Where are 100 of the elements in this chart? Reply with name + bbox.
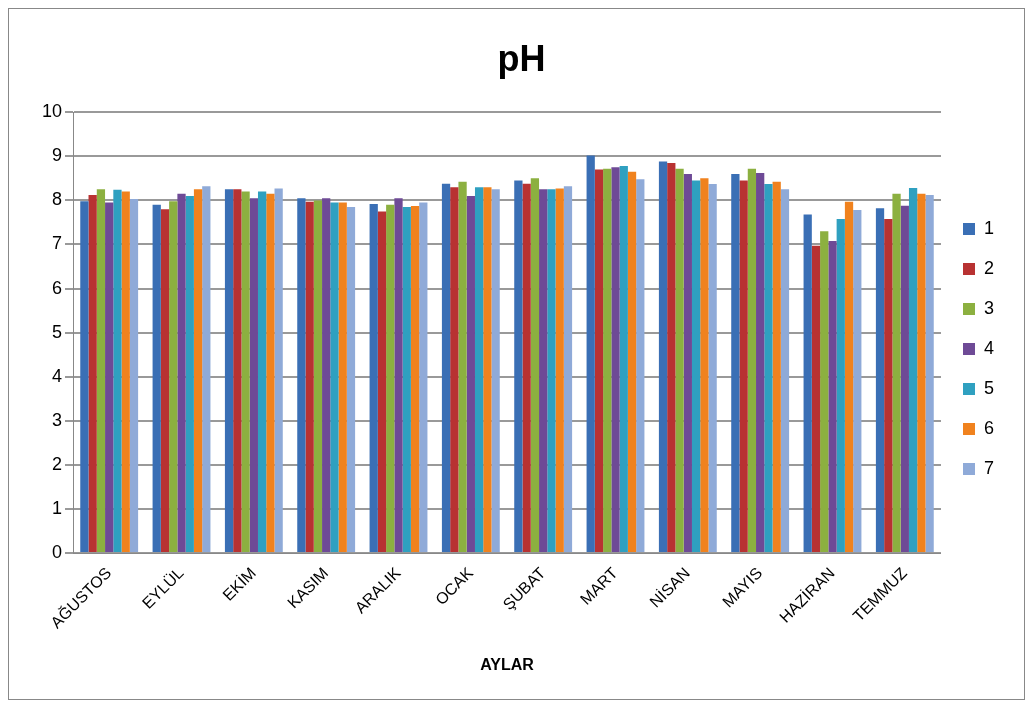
bar [539,189,548,553]
bar [700,178,709,553]
y-tick-label: 4 [52,365,63,386]
bar [925,195,934,553]
y-tick-label: 2 [52,453,63,474]
bar [627,171,637,553]
bar [483,187,492,553]
bar [780,189,790,553]
bar [152,204,161,553]
bar [803,214,812,553]
bar [603,168,612,553]
bar [257,191,267,553]
legend-label: 5 [983,377,994,398]
bar [80,201,89,553]
bar [297,198,306,553]
bar [555,188,564,553]
y-tick-label: 7 [52,233,63,254]
chart-title: pH [497,37,546,79]
bar [458,181,467,553]
bar [113,189,122,553]
bar [820,231,829,553]
bar [386,204,395,553]
bar [594,169,604,553]
bar [708,184,717,553]
bar [547,189,556,553]
x-axis-title: AYLAR [480,655,535,673]
bar [636,179,645,553]
bar [586,155,595,553]
bar [522,183,531,553]
bar [908,188,918,553]
bar [563,186,573,553]
bar [88,195,97,553]
bar [330,202,339,553]
bar [764,184,773,553]
bar [836,218,845,553]
bar [305,201,314,553]
bar [394,198,403,553]
y-tick-label: 8 [52,189,63,210]
bar [410,206,420,553]
bar [96,189,106,553]
legend-label: 3 [983,297,994,318]
bar [474,187,484,553]
bar [160,209,170,553]
y-tick-label: 10 [41,101,63,122]
bar [667,162,676,553]
bar [193,189,203,553]
bar [892,193,901,553]
bar [900,205,909,553]
bar [811,245,821,553]
bar [177,193,186,553]
y-tick-label: 0 [52,542,63,563]
bar [129,199,139,553]
bar [249,198,258,553]
y-tick-label: 1 [52,497,63,518]
legend-label: 7 [983,457,994,478]
bar [185,195,194,553]
bar [402,207,411,553]
bar [322,198,331,553]
bar [274,188,283,553]
bar [233,189,242,553]
bar [530,178,540,553]
bar [683,173,692,553]
bar [450,187,459,553]
legend-label: 6 [983,417,994,438]
bar [675,168,684,553]
bar [338,202,347,553]
legend-label: 2 [983,257,994,278]
bar [441,183,451,553]
bar [772,181,781,553]
bar [105,202,114,553]
bar [619,165,628,553]
y-tick-label: 3 [52,409,63,430]
bar [739,180,748,553]
bar [419,202,428,553]
bar [241,191,250,553]
bar [369,203,378,553]
bar [514,180,523,553]
bar [377,211,387,553]
y-tick-label: 5 [52,321,63,342]
bar [691,180,701,553]
bar [169,201,178,553]
legend-label: 4 [983,337,994,358]
bar [828,240,837,553]
bar [658,161,668,553]
bar [917,193,926,553]
bar [875,208,885,553]
y-tick-label: 6 [52,277,63,298]
bar [747,168,757,553]
y-tick-label: 9 [52,145,63,166]
bar [844,201,854,553]
bar [611,167,620,553]
bar [202,186,211,553]
bar [466,195,475,553]
bar [346,207,356,553]
bar [884,218,893,553]
bar [853,210,862,553]
bar [491,189,500,553]
bar [266,193,275,553]
bar [224,189,234,553]
bar [756,173,765,553]
